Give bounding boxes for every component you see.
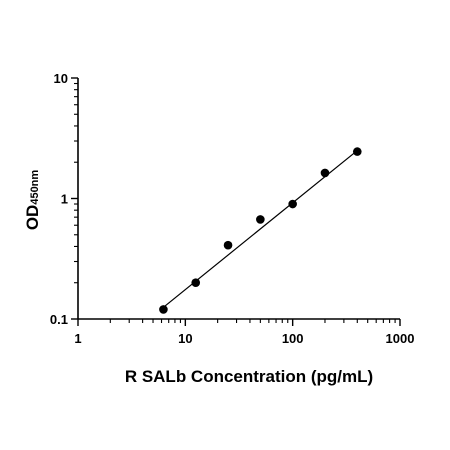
- data-point: [288, 199, 297, 209]
- axes: [77, 78, 400, 320]
- y-tick-label: 1: [61, 192, 68, 207]
- x-tick-label: 1: [74, 331, 81, 346]
- data-point: [159, 305, 168, 314]
- data-points-group: [159, 147, 362, 314]
- y-axis-title-main: OD: [23, 205, 42, 231]
- x-tick-label: 10: [178, 331, 192, 346]
- data-point: [191, 278, 201, 288]
- data-point: [256, 215, 265, 224]
- y-tick-label: 0.1: [50, 312, 68, 327]
- data-point: [223, 240, 233, 250]
- x-tick-label: 1000: [386, 331, 415, 346]
- data-point: [320, 168, 330, 178]
- ticks: 1 10 100 1000 0.1 1 10: [50, 71, 415, 346]
- x-tick-label: 100: [282, 331, 304, 346]
- x-axis-title: R SALb Concentration (pg/mL): [125, 367, 373, 386]
- data-point: [352, 147, 362, 156]
- y-axis-title-subscript: 450nm: [29, 170, 41, 205]
- y-tick-label: 10: [54, 71, 68, 86]
- y-axis-title: OD450nm: [23, 170, 42, 231]
